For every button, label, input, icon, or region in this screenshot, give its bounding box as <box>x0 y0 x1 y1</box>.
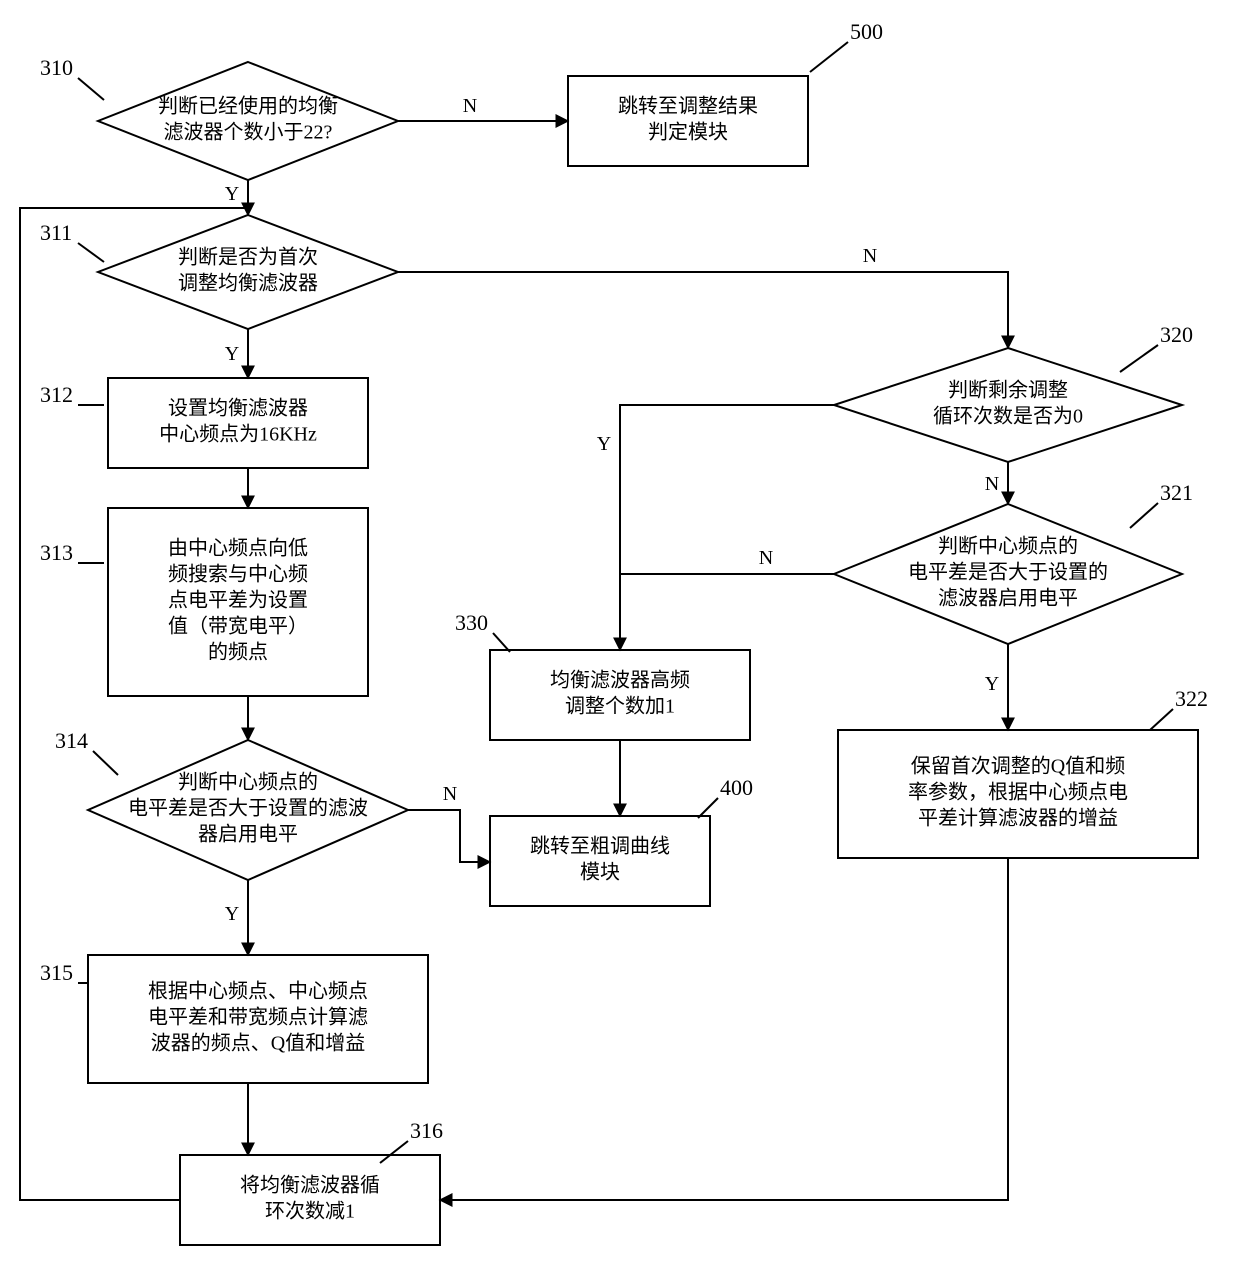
node-text: 滤波器个数小于22? <box>164 121 333 144</box>
edge-label: N <box>985 473 999 495</box>
ref-label-322: 322 <box>1175 686 1208 711</box>
node-text: 率参数，根据中心频点电 <box>908 781 1128 804</box>
node-text: 判断是否为首次 <box>178 246 318 269</box>
ref-leader <box>810 42 848 72</box>
ref-label-320: 320 <box>1160 322 1193 347</box>
node-text: 循环次数是否为0 <box>933 405 1083 428</box>
edge-label: Y <box>225 343 239 365</box>
ref-label-330: 330 <box>455 610 488 635</box>
ref-label-315: 315 <box>40 960 73 985</box>
node-text: 根据中心频点、中心频点 <box>148 980 368 1003</box>
edge-label: N <box>863 245 877 267</box>
edge <box>440 858 1008 1200</box>
edge <box>620 405 834 650</box>
node-text: 电平差是否大于设置的滤波 <box>128 797 368 820</box>
node-text: 调整均衡滤波器 <box>178 272 318 295</box>
edge-label: Y <box>597 433 611 455</box>
node-text: 均衡滤波器高频 <box>550 669 690 692</box>
node-text: 设置均衡滤波器 <box>168 397 308 420</box>
edge-label: N <box>463 95 477 117</box>
node-text: 保留首次调整的Q值和频 <box>911 755 1125 778</box>
node-text: 环次数减1 <box>265 1200 355 1223</box>
ref-label-311: 311 <box>40 220 72 245</box>
ref-label-500: 500 <box>850 19 883 44</box>
node-text: 将均衡滤波器循 <box>240 1174 380 1197</box>
node-text: 平差计算滤波器的增益 <box>918 807 1118 830</box>
node-text: 点电平差为设置 <box>168 589 308 612</box>
node-text: 器启用电平 <box>198 823 298 846</box>
ref-leader <box>1150 709 1173 730</box>
edge-label: N <box>759 547 773 569</box>
node-text: 电平差和带宽频点计算滤 <box>148 1006 368 1029</box>
node-text: 的频点 <box>208 641 268 664</box>
ref-leader <box>93 751 118 775</box>
node-text: 滤波器启用电平 <box>938 587 1078 610</box>
edge <box>408 810 490 862</box>
ref-label-314: 314 <box>55 728 88 753</box>
node-text: 波器的频点、Q值和增益 <box>151 1032 365 1055</box>
ref-label-321: 321 <box>1160 480 1193 505</box>
node-text: 判断已经使用的均衡 <box>158 95 338 118</box>
edge-label: Y <box>225 183 239 205</box>
edge-label: Y <box>985 673 999 695</box>
edge-label: Y <box>225 903 239 925</box>
node-text: 跳转至粗调曲线 <box>530 835 670 858</box>
node-text: 判断中心频点的 <box>178 771 318 794</box>
ref-label-316: 316 <box>410 1118 443 1143</box>
node-text: 由中心频点向低 <box>168 537 308 560</box>
node-text: 调整个数加1 <box>565 695 675 718</box>
node-text: 跳转至调整结果 <box>618 95 758 118</box>
ref-leader <box>1130 503 1158 528</box>
ref-leader <box>1120 345 1158 372</box>
edge <box>398 272 1008 348</box>
ref-leader <box>380 1141 408 1163</box>
ref-leader <box>78 243 104 262</box>
ref-label-313: 313 <box>40 540 73 565</box>
ref-label-312: 312 <box>40 382 73 407</box>
flowchart-canvas: N Y Y Y N N Y Y N N 判断已经使用的均衡滤波器个数小于22? 跳转至调整结果判定模块… <box>0 0 1240 1268</box>
node-text: 判定模块 <box>648 121 728 144</box>
ref-label-310: 310 <box>40 55 73 80</box>
node-text: 模块 <box>580 861 620 884</box>
ref-leader <box>78 78 104 100</box>
node-text: 判断中心频点的 <box>938 535 1078 558</box>
node-text: 电平差是否大于设置的 <box>908 561 1108 584</box>
node-text: 值（带宽电平） <box>168 615 308 638</box>
ref-label-400: 400 <box>720 775 753 800</box>
node-text: 判断剩余调整 <box>948 379 1068 402</box>
node-text: 频搜索与中心频 <box>168 563 308 586</box>
edge-label: N <box>443 783 457 805</box>
node-text: 中心频点为16KHz <box>159 423 317 446</box>
